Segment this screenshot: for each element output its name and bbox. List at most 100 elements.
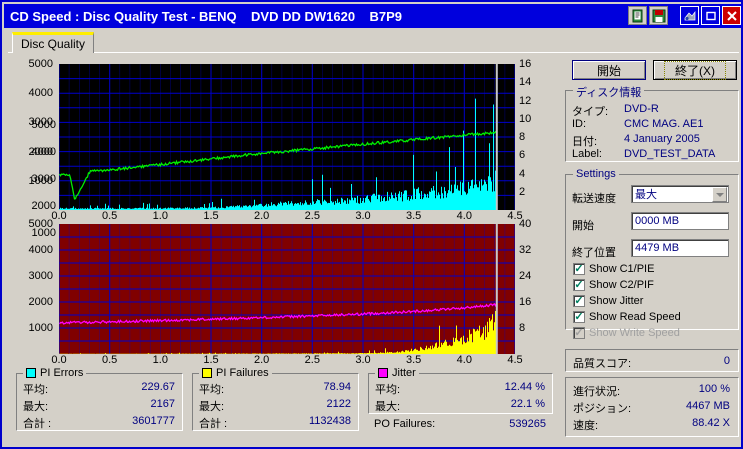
disc-info-row-label-key: Label: — [572, 148, 602, 160]
settings-caption: Settings — [573, 168, 619, 180]
x-tick-label: 3.0 — [355, 354, 371, 366]
quality-score-value: 0 — [723, 355, 730, 367]
jitter-caption: Jitter — [392, 367, 416, 379]
tab-underline — [8, 52, 739, 53]
progress-value: 100 % — [698, 383, 730, 395]
speed-label: 速度: — [573, 420, 599, 432]
end-position-value: 4479 MB — [635, 242, 680, 254]
checkbox-show-c1-pie[interactable]: ✓ Show C1/PIE — [573, 263, 654, 275]
checkbox-box[interactable]: ✓ — [573, 311, 585, 323]
stop-button[interactable]: 終了(X) — [653, 60, 737, 80]
title-bar: CD Speed : Disc Quality Test - BENQ DVD … — [4, 4, 743, 28]
window-title: CD Speed : Disc Quality Test - BENQ DVD … — [10, 8, 403, 24]
pi-failures-max-label: 最大: — [199, 401, 225, 413]
x-tick-label: 3.5 — [406, 354, 422, 366]
x-tick-label: 4.0 — [456, 210, 472, 222]
x-tick-label: 2.0 — [254, 210, 270, 222]
disc-info-row-id-value: CMC MAG. AE1 — [624, 118, 704, 130]
po-failures-label: PO Failures: — [374, 418, 436, 430]
start-position-value: 0000 MB — [635, 215, 680, 227]
jitter-color-swatch — [378, 368, 388, 378]
y-tick-label: 3000 — [28, 270, 53, 282]
jitter-avg-value: 12.44 % — [504, 381, 545, 393]
checkbox-show-write-speed: ✓ Show Write Speed — [573, 327, 680, 339]
y-tick-label: 32 — [519, 244, 532, 256]
top-ytick-1000: 1000 — [31, 227, 56, 239]
checkbox-label: Show C2/PIF — [589, 279, 654, 291]
settings-group: Settings 転送速度 最大 開始 0000 MB 終了位置 4479 MB… — [565, 168, 739, 339]
pi-errors-total-label: 合計 : — [23, 418, 52, 430]
checkbox-label: Show Write Speed — [589, 327, 680, 339]
x-tick-label: 4.5 — [507, 354, 523, 366]
floppy-disk-icon[interactable] — [649, 6, 668, 25]
x-tick-label: 2.5 — [304, 210, 320, 222]
y-tick-label: 2000 — [28, 146, 53, 158]
checkbox-show-jitter[interactable]: ✓ Show Jitter — [573, 295, 643, 307]
pi-errors-avg-label: 平均: — [23, 384, 49, 396]
stop-button-label: 終了(X) — [664, 60, 726, 80]
x-tick-label: 0.5 — [102, 354, 118, 366]
y-tick-label: 16 — [519, 296, 532, 308]
top-ytick-2000: 2000 — [31, 200, 56, 212]
disc-info-group: ディスク情報 タイプ: DVD-R ID: CMC MAG. AE1 日付: 4… — [565, 84, 739, 162]
y-tick-label: 1000 — [28, 322, 53, 334]
position-label: ポジション: — [573, 403, 632, 415]
pi-failures-caption-wrap: PI Failures — [199, 367, 272, 379]
checkbox-box[interactable]: ✓ — [573, 295, 585, 307]
close-button[interactable] — [722, 6, 741, 25]
transfer-speed-label: 転送速度 — [572, 193, 616, 205]
pi-failures-group: PI Failures 平均: 78.94 最大: 2122 合計 : 1132… — [192, 367, 359, 431]
pi-failures-caption: PI Failures — [216, 367, 269, 379]
chart-top-x-axis: 0.0 0.5 1.0 1.5 2.0 2.5 3.0 3.5 4.0 4.5 — [2, 211, 562, 225]
checkbox-show-read-speed[interactable]: ✓ Show Read Speed — [573, 311, 681, 323]
disc-info-row-type-value: DVD-R — [624, 103, 659, 115]
chevron-down-icon[interactable] — [712, 187, 727, 202]
pi-failures-total-value: 1132438 — [308, 415, 351, 427]
top-ytick-3000: 3000 — [31, 173, 56, 185]
y-tick-label: 6 — [519, 149, 526, 161]
x-tick-label: 3.0 — [355, 210, 371, 222]
quality-score-group: 品質スコア: 0 — [565, 349, 739, 372]
chart-bottom-x-axis: 0.0 0.5 1.0 1.5 2.0 2.5 3.0 3.5 4.0 4.5 — [2, 355, 562, 369]
title-bar-buttons — [628, 6, 741, 25]
checkbox-box: ✓ — [573, 327, 585, 339]
chart-top: 5000 4000 3000 2000 1000 — [16, 60, 536, 239]
pi-failures-avg-label: 平均: — [199, 384, 225, 396]
y-tick-label: 3000 — [28, 116, 53, 128]
x-tick-label: 3.5 — [406, 210, 422, 222]
pi-errors-caption-wrap: PI Errors — [23, 367, 87, 379]
start-button-label: 開始 — [596, 63, 621, 78]
chart-bottom-plot — [59, 224, 515, 354]
checkbox-box[interactable]: ✓ — [573, 279, 585, 291]
transfer-speed-select[interactable]: 最大 — [631, 185, 729, 203]
minimize-button[interactable] — [680, 6, 699, 25]
maximize-button[interactable] — [701, 6, 720, 25]
y-tick-label: 1000 — [28, 175, 53, 187]
pi-errors-max-value: 2167 — [150, 398, 175, 410]
pi-errors-max-label: 最大: — [23, 401, 49, 413]
checkbox-show-c2-pif[interactable]: ✓ Show C2/PIF — [573, 279, 654, 291]
y-tick-label: 16 — [519, 58, 532, 70]
disc-info-row-id-key: ID: — [572, 118, 587, 130]
start-button[interactable]: 開始 — [572, 60, 646, 80]
clipboard-icon[interactable] — [628, 6, 647, 25]
position-value: 4467 MB — [685, 400, 730, 412]
checkbox-label: Show C1/PIE — [589, 263, 655, 275]
checkbox-label: Show Read Speed — [589, 311, 681, 323]
start-position-input[interactable]: 0000 MB — [631, 212, 729, 230]
progress-group: 進行状況: 100 % ポジション: 4467 MB 速度: 88.42 X — [565, 377, 739, 437]
x-tick-label: 2.0 — [254, 354, 270, 366]
start-position-label: 開始 — [572, 220, 594, 232]
disc-info-row-type-key: タイプ: — [572, 106, 609, 118]
y-tick-label: 4000 — [28, 87, 53, 99]
disc-info-caption: ディスク情報 — [573, 84, 645, 100]
pi-failures-avg-value: 78.94 — [323, 381, 351, 393]
checkbox-box[interactable]: ✓ — [573, 263, 585, 275]
tab-disc-quality[interactable]: Disc Quality — [12, 32, 95, 53]
y-tick-label: 24 — [519, 270, 532, 282]
x-tick-label: 0.5 — [102, 210, 118, 222]
end-position-input[interactable]: 4479 MB — [631, 239, 729, 257]
pi-errors-avg-value: 229.67 — [141, 381, 175, 393]
x-tick-label: 0.0 — [51, 210, 67, 222]
